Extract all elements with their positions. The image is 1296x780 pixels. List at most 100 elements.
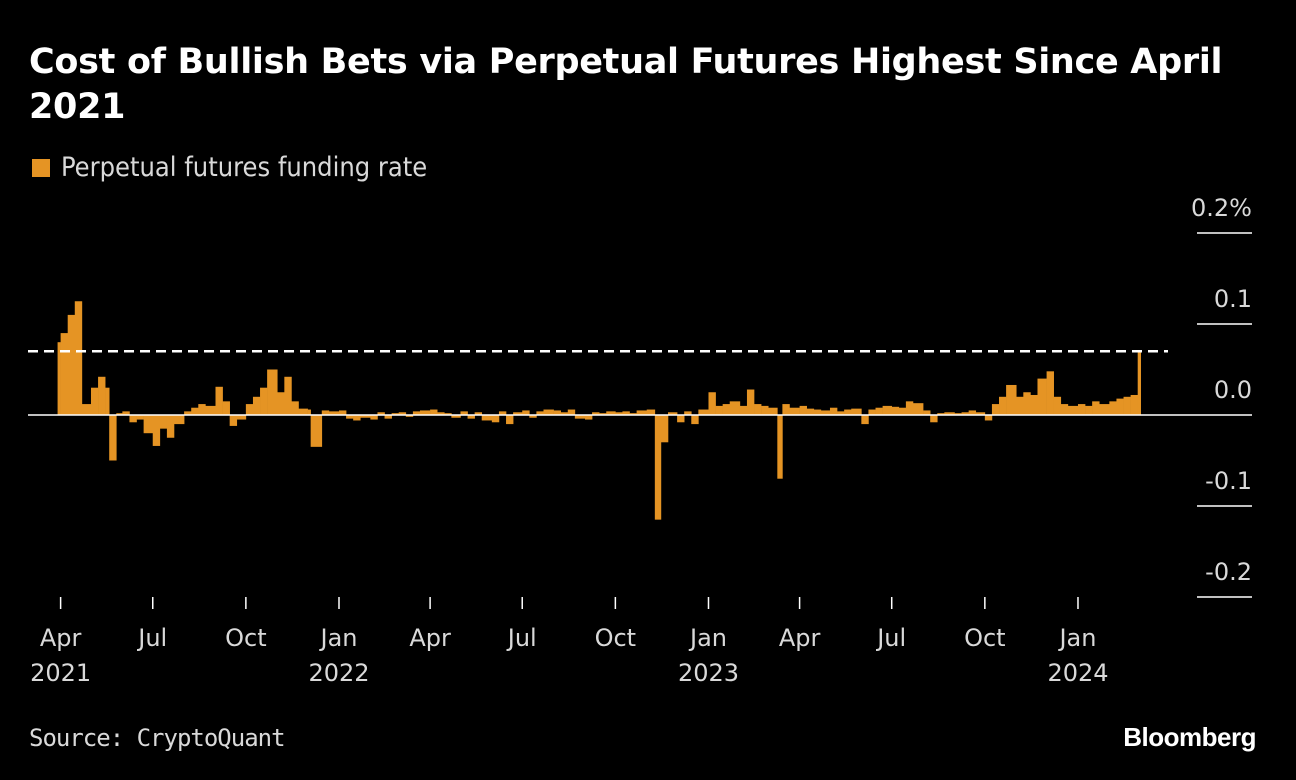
bar: [861, 415, 869, 425]
bar: [667, 412, 678, 415]
bar: [606, 411, 616, 415]
bar: [307, 409, 311, 415]
bar: [636, 410, 648, 415]
bar: [122, 411, 130, 415]
bar: [321, 410, 330, 415]
bar: [1109, 401, 1117, 415]
x-tick-label: Apr: [409, 624, 451, 652]
bar: [875, 407, 883, 415]
bar: [1137, 351, 1142, 415]
x-tick-label: Oct: [595, 624, 637, 652]
bar: [277, 392, 285, 415]
bar: [930, 415, 938, 423]
bar: [191, 407, 199, 415]
bar: [599, 413, 607, 415]
legend-swatch: [32, 158, 50, 177]
bar: [1037, 378, 1047, 415]
bar: [328, 411, 340, 415]
x-tick-label: Oct: [964, 624, 1006, 652]
bar: [173, 415, 185, 425]
bar: [405, 415, 414, 417]
bar: [291, 401, 299, 415]
bar: [522, 410, 530, 415]
legend: Perpetual futures funding rate: [32, 152, 427, 183]
bar: [1085, 405, 1093, 415]
bar: [851, 408, 862, 415]
bar: [245, 404, 254, 415]
bar: [222, 401, 230, 415]
bar: [391, 413, 400, 415]
x-tick-label: Jul: [136, 624, 167, 652]
x-tick-label: Jan: [319, 624, 358, 652]
bar: [1030, 394, 1038, 415]
bar: [975, 412, 986, 415]
y-tick-label: -0.2: [1205, 558, 1252, 586]
bar: [837, 411, 845, 415]
bar: [813, 409, 822, 415]
bar: [105, 387, 110, 415]
x-tick-year: 2022: [308, 659, 369, 687]
bar: [1060, 404, 1069, 415]
bar: [298, 408, 308, 415]
bar: [513, 412, 523, 415]
bar: [968, 410, 977, 415]
bar: [310, 415, 323, 447]
bar: [284, 376, 292, 415]
bar: [529, 415, 537, 418]
bar: [98, 376, 106, 415]
bar: [60, 333, 69, 415]
x-tick-year: 2023: [678, 659, 739, 687]
bar: [229, 415, 238, 426]
bar: [999, 396, 1007, 415]
bar: [1006, 384, 1017, 415]
bar: [143, 415, 154, 434]
x-tick-label: Apr: [779, 624, 821, 652]
bar: [1099, 404, 1110, 415]
bar: [782, 404, 790, 415]
bar: [754, 404, 762, 415]
bar: [57, 342, 61, 415]
bar: [536, 411, 544, 415]
bar: [1130, 394, 1139, 415]
bar: [844, 409, 852, 415]
bar: [698, 409, 709, 415]
y-tick-label: -0.1: [1205, 467, 1252, 495]
bar: [984, 415, 993, 421]
bar: [567, 409, 576, 415]
bar: [90, 387, 99, 415]
bar: [467, 415, 475, 419]
bar: [646, 409, 656, 415]
bar: [444, 413, 452, 415]
x-tick-label: Oct: [225, 624, 267, 652]
bar: [419, 410, 431, 415]
bar: [961, 412, 969, 415]
bar: [654, 415, 662, 520]
bar: [708, 392, 716, 415]
bar: [398, 412, 407, 415]
bar: [205, 405, 216, 415]
bar: [460, 411, 468, 415]
bar: [937, 413, 945, 415]
bar: [1067, 405, 1079, 415]
bar: [944, 412, 955, 415]
bar: [152, 415, 161, 446]
bar: [384, 415, 392, 419]
bar: [768, 407, 778, 415]
y-tick-label: 0.2%: [1191, 194, 1252, 222]
bar: [729, 401, 741, 415]
y-tick-label: 0.1: [1214, 285, 1252, 313]
x-tick-year: 2024: [1047, 659, 1108, 687]
bar: [437, 412, 445, 415]
bar: [622, 411, 630, 415]
bar: [1053, 396, 1062, 415]
source-note: Source: CryptoQuant: [29, 724, 286, 752]
bar: [912, 403, 924, 415]
bar: [868, 409, 876, 415]
bar: [430, 409, 438, 415]
bar: [353, 415, 361, 421]
bar: [584, 415, 593, 420]
bar: [806, 408, 815, 415]
chart-title: Cost of Bullish Bets via Perpetual Futur…: [29, 42, 1223, 127]
bar: [715, 405, 723, 415]
